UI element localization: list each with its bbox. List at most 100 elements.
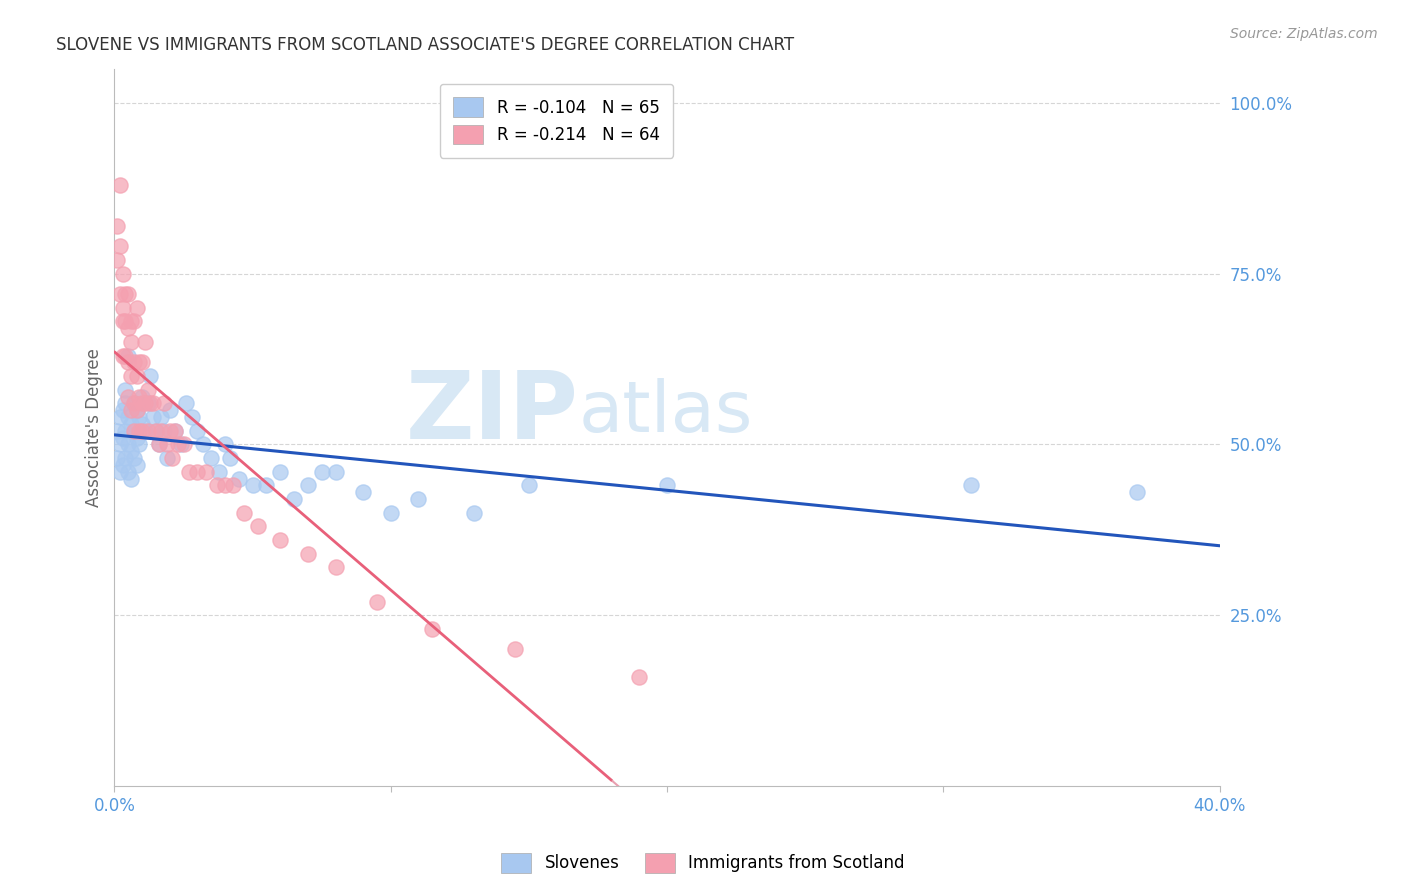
Point: [148, 437, 170, 451]
Point: [108, 178, 131, 192]
Point: [131, 417, 153, 431]
Point: [228, 472, 250, 486]
Point: [134, 396, 156, 410]
Point: [408, 492, 430, 507]
Point: [111, 431, 134, 445]
Text: atlas: atlas: [579, 378, 754, 448]
Point: [191, 437, 214, 451]
Point: [420, 622, 443, 636]
Point: [108, 287, 131, 301]
Point: [120, 314, 142, 328]
Point: [114, 287, 136, 301]
Point: [117, 465, 139, 479]
Point: [117, 321, 139, 335]
Point: [170, 437, 193, 451]
Point: [159, 424, 181, 438]
Point: [114, 314, 136, 328]
Point: [108, 437, 131, 451]
Point: [117, 410, 139, 425]
Point: [142, 410, 165, 425]
Point: [219, 451, 242, 466]
Point: [120, 472, 142, 486]
Point: [139, 369, 162, 384]
Point: [297, 547, 319, 561]
Point: [125, 369, 148, 384]
Point: [165, 424, 187, 438]
Point: [186, 424, 208, 438]
Point: [205, 478, 228, 492]
Point: [148, 437, 170, 451]
Point: [136, 424, 159, 438]
Point: [128, 390, 150, 404]
Point: [120, 369, 142, 384]
Point: [159, 403, 181, 417]
Point: [269, 533, 291, 547]
Point: [1126, 485, 1149, 500]
Point: [136, 396, 159, 410]
Point: [960, 478, 983, 492]
Point: [174, 396, 197, 410]
Point: [153, 396, 176, 410]
Point: [136, 383, 159, 397]
Point: [122, 314, 145, 328]
Point: [254, 478, 277, 492]
Point: [122, 451, 145, 466]
Point: [120, 403, 142, 417]
Point: [153, 424, 176, 438]
Point: [165, 424, 187, 438]
Point: [200, 451, 222, 466]
Point: [117, 355, 139, 369]
Point: [311, 465, 333, 479]
Point: [214, 478, 236, 492]
Point: [380, 506, 402, 520]
Point: [134, 424, 156, 438]
Point: [128, 424, 150, 438]
Point: [120, 334, 142, 349]
Point: [114, 383, 136, 397]
Point: [131, 396, 153, 410]
Point: [655, 478, 678, 492]
Point: [173, 437, 195, 451]
Point: [105, 219, 128, 233]
Point: [122, 396, 145, 410]
Point: [108, 239, 131, 253]
Point: [117, 390, 139, 404]
Point: [122, 355, 145, 369]
Point: [177, 465, 200, 479]
Point: [114, 396, 136, 410]
Point: [503, 642, 526, 657]
Point: [628, 670, 651, 684]
Point: [131, 424, 153, 438]
Point: [242, 478, 264, 492]
Point: [117, 437, 139, 451]
Point: [117, 349, 139, 363]
Point: [111, 403, 134, 417]
Point: [122, 424, 145, 438]
Point: [128, 437, 150, 451]
Point: [162, 451, 184, 466]
Point: [111, 349, 134, 363]
Point: [352, 485, 374, 500]
Point: [108, 410, 131, 425]
Point: [114, 424, 136, 438]
Point: [145, 424, 167, 438]
Point: [125, 403, 148, 417]
Point: [125, 301, 148, 315]
Point: [180, 410, 202, 425]
Point: [156, 437, 179, 451]
Point: [111, 458, 134, 472]
Point: [283, 492, 305, 507]
Point: [111, 267, 134, 281]
Y-axis label: Associate's Degree: Associate's Degree: [86, 348, 103, 507]
Legend: R = -0.104   N = 65, R = -0.214   N = 64: R = -0.104 N = 65, R = -0.214 N = 64: [440, 84, 673, 158]
Point: [131, 390, 153, 404]
Point: [114, 349, 136, 363]
Text: SLOVENE VS IMMIGRANTS FROM SCOTLAND ASSOCIATE'S DEGREE CORRELATION CHART: SLOVENE VS IMMIGRANTS FROM SCOTLAND ASSO…: [56, 36, 794, 54]
Point: [463, 506, 485, 520]
Point: [125, 431, 148, 445]
Point: [105, 252, 128, 267]
Point: [214, 437, 236, 451]
Point: [120, 444, 142, 458]
Point: [120, 417, 142, 431]
Point: [194, 465, 217, 479]
